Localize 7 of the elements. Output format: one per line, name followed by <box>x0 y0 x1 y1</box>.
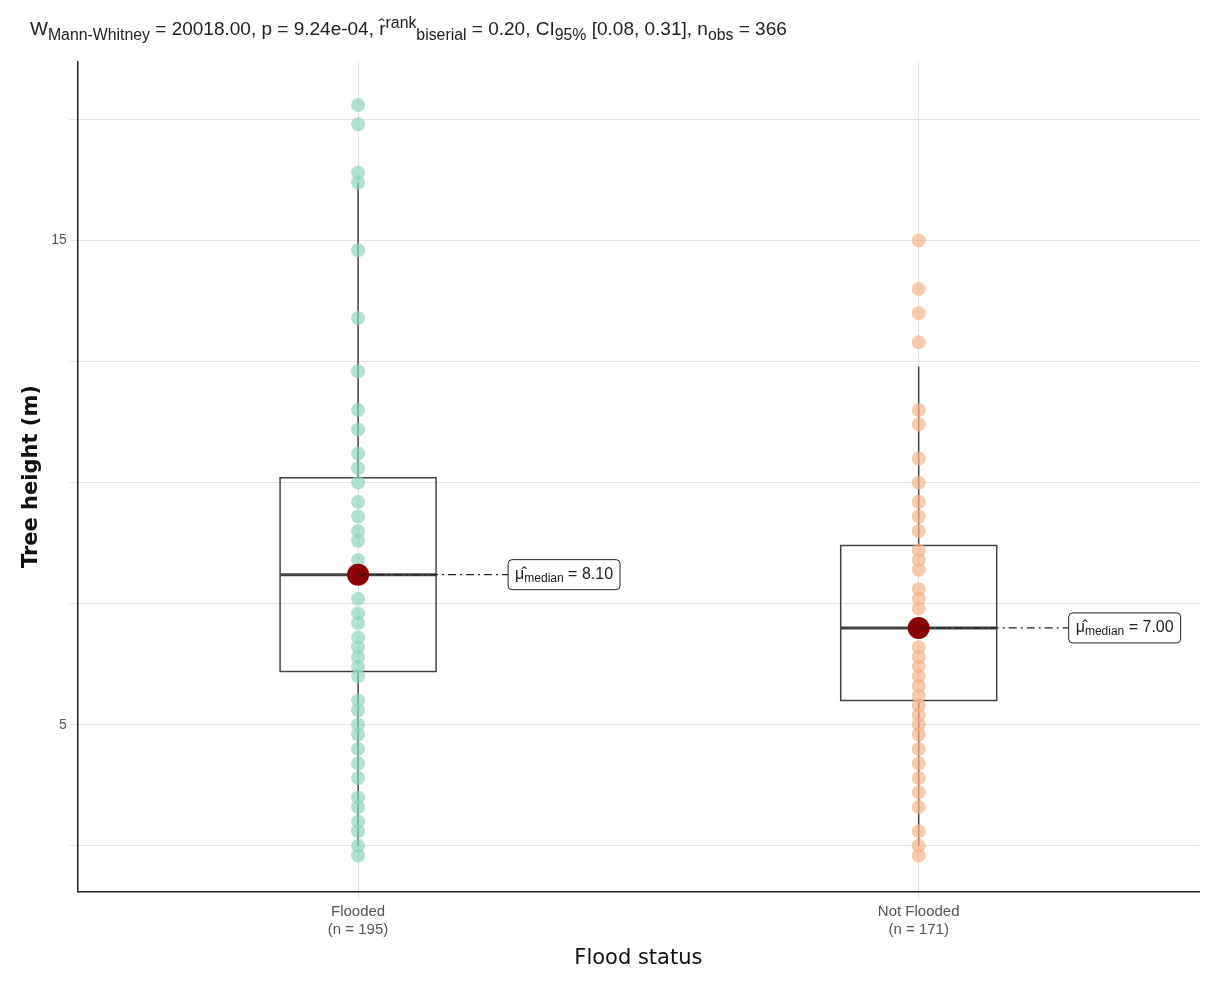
y-tick-label: 5 <box>58 715 67 732</box>
x-tick-label: Not Flooded (n = 171) <box>877 901 960 937</box>
chart-title: W$_{Mann-Whitney}$ = 20018.00, p = 9.24e-04, r̂$^{rank}$$_{biserial}$ = 0.20, CI$_{95%}$ [0.08, 0.31], n$_{obs}$ = 366 <box>30 14 787 44</box>
y-axis-title: Tree height (m) <box>18 385 43 569</box>
x-axis-title: Flood status <box>574 944 703 969</box>
y-tick-label: 15 <box>51 231 67 248</box>
x-tick-label: Flooded (n = 195) <box>327 901 389 937</box>
